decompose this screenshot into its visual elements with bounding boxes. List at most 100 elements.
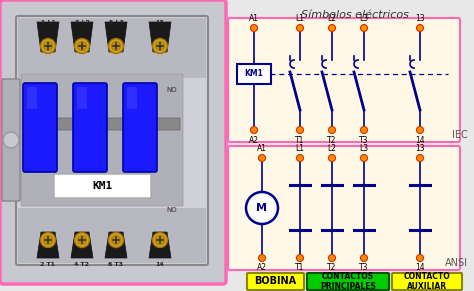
Text: 14: 14 [415,263,425,272]
Polygon shape [105,232,127,258]
FancyBboxPatch shape [73,83,107,172]
FancyBboxPatch shape [23,83,57,172]
Circle shape [40,38,55,54]
Text: 13: 13 [155,20,164,25]
Text: A1: A1 [249,14,259,23]
Text: T3: T3 [359,136,369,145]
Text: CONTACTO
AUXILIAR: CONTACTO AUXILIAR [404,272,450,291]
Text: ANSI: ANSI [445,258,468,268]
Text: KM1: KM1 [245,70,264,79]
Text: T2: T2 [328,263,337,272]
Circle shape [111,235,120,244]
Circle shape [328,127,336,134]
Circle shape [361,24,367,31]
Text: T1: T1 [295,136,305,145]
FancyBboxPatch shape [16,16,208,265]
Polygon shape [71,22,93,52]
Circle shape [417,127,423,134]
Text: 4 T2: 4 T2 [74,262,90,267]
Circle shape [361,155,367,162]
Polygon shape [105,22,127,52]
FancyBboxPatch shape [54,174,151,198]
Text: 3 L2: 3 L2 [74,20,90,25]
Text: L3: L3 [359,14,369,23]
FancyBboxPatch shape [0,0,226,284]
Circle shape [109,38,124,54]
Circle shape [297,155,303,162]
FancyBboxPatch shape [2,79,20,201]
Circle shape [250,24,257,31]
Circle shape [40,233,55,248]
Circle shape [328,255,336,262]
Circle shape [258,155,265,162]
FancyBboxPatch shape [228,146,460,270]
FancyBboxPatch shape [237,64,271,84]
Circle shape [417,255,423,262]
Circle shape [74,38,90,54]
Text: A1: A1 [257,144,267,153]
Text: NO: NO [167,207,177,213]
Circle shape [297,127,303,134]
Text: T2: T2 [328,136,337,145]
Circle shape [417,24,423,31]
Text: NO: NO [167,87,177,93]
Text: A2: A2 [257,263,267,272]
Circle shape [258,255,265,262]
FancyBboxPatch shape [18,18,206,78]
Polygon shape [71,232,93,258]
Circle shape [109,233,124,248]
Text: BOBINA: BOBINA [254,276,296,287]
FancyBboxPatch shape [392,273,462,290]
Circle shape [44,42,53,51]
Text: 6 T3: 6 T3 [109,262,124,267]
FancyBboxPatch shape [77,87,87,109]
FancyBboxPatch shape [123,83,157,172]
Polygon shape [37,22,59,52]
FancyBboxPatch shape [25,118,180,130]
FancyBboxPatch shape [228,18,460,142]
Text: CONTACTOS
PRINCIPALES: CONTACTOS PRINCIPALES [320,272,376,291]
Circle shape [297,24,303,31]
Text: L1: L1 [295,144,304,153]
Circle shape [417,155,423,162]
Circle shape [153,38,167,54]
Circle shape [44,235,53,244]
FancyBboxPatch shape [18,208,206,263]
Text: L2: L2 [328,144,337,153]
Circle shape [111,42,120,51]
Text: 14: 14 [415,136,425,145]
Text: 14: 14 [155,262,164,267]
Circle shape [250,127,257,134]
Circle shape [78,42,86,51]
Circle shape [74,233,90,248]
FancyBboxPatch shape [21,74,183,206]
Text: IEC: IEC [452,130,468,140]
Circle shape [155,235,164,244]
Text: 13: 13 [415,144,425,153]
Text: 13: 13 [415,14,425,23]
Circle shape [361,127,367,134]
Polygon shape [149,22,171,52]
Circle shape [328,155,336,162]
Text: T1: T1 [295,263,305,272]
Circle shape [78,235,86,244]
Circle shape [155,42,164,51]
Text: L1: L1 [295,14,304,23]
FancyBboxPatch shape [247,273,304,290]
Text: 2 T1: 2 T1 [40,262,55,267]
Circle shape [328,24,336,31]
Text: A2: A2 [249,136,259,145]
FancyBboxPatch shape [127,87,137,109]
Circle shape [153,233,167,248]
Text: 1 L1: 1 L1 [41,20,55,25]
Text: 5 L3: 5 L3 [109,20,123,25]
Text: L2: L2 [328,14,337,23]
Polygon shape [149,232,171,258]
Circle shape [361,255,367,262]
Circle shape [3,132,19,148]
Circle shape [297,255,303,262]
Circle shape [246,192,278,224]
Text: L3: L3 [359,144,369,153]
Text: T3: T3 [359,263,369,272]
Text: M: M [256,203,267,213]
